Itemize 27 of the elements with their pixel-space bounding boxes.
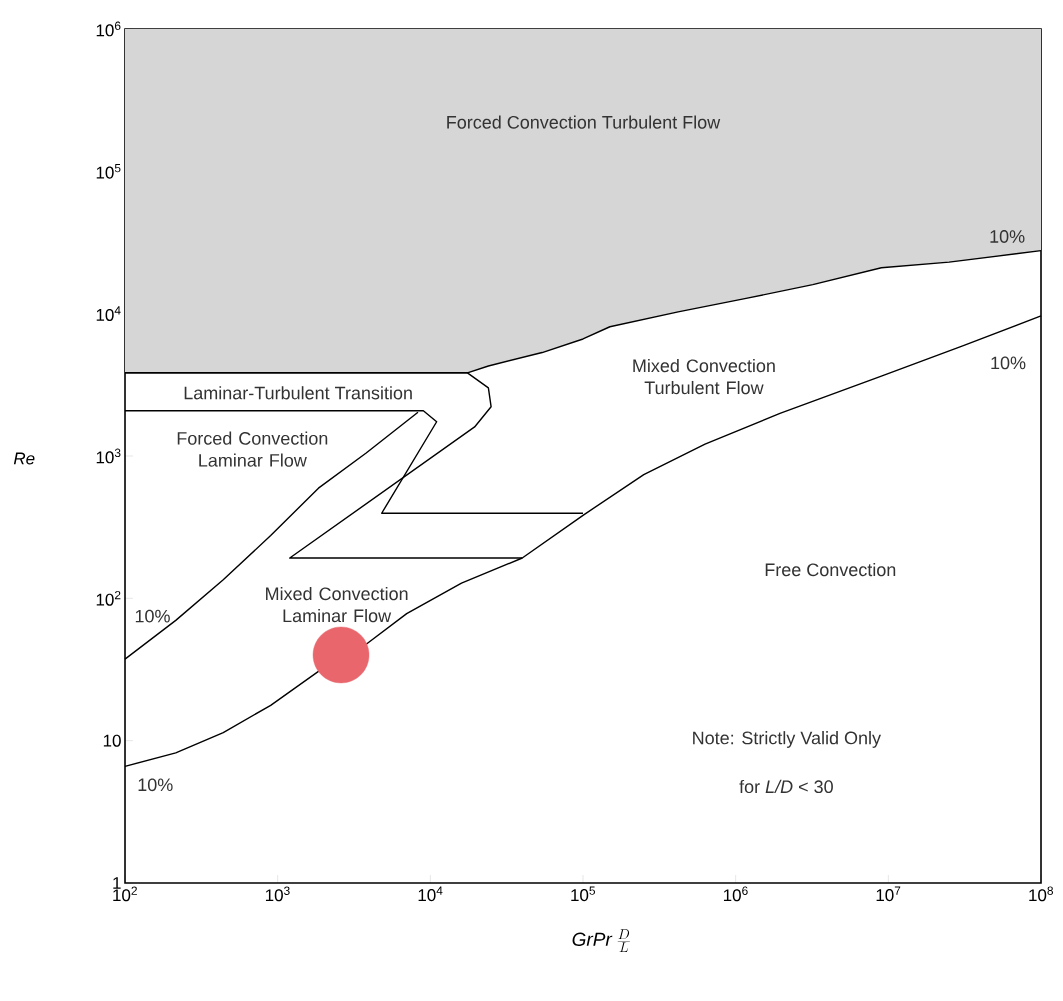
annotation: 10% <box>991 356 1026 370</box>
y-tick-label: 10$^{6}$ <box>96 21 121 37</box>
annotation: Laminar-Turbulent Transition <box>184 386 412 400</box>
annotation: Free Convection <box>765 562 896 577</box>
y-tick-label: 10$^{4}$ <box>96 306 121 321</box>
annotation: Forced Convection Turbulent Flow <box>447 115 721 129</box>
x-tick-label: 10$^{6}$ <box>723 886 748 902</box>
annotation: 10% <box>138 778 173 792</box>
y-tick-label: 10$^{2}$ <box>96 590 121 606</box>
annotation: Mixed Convection Turbulent Flow <box>633 358 775 395</box>
y-tick-label: 1 <box>113 877 121 889</box>
annotation: Forced Convection Laminar Flow <box>177 431 328 467</box>
x-axis-title: $\mathit{GrPr}\;\frac{D}{L}$ <box>572 929 630 952</box>
y-axis-title: Re <box>13 452 35 465</box>
x-tick-label: 10$^{3}$ <box>265 886 290 902</box>
annotation: Note: Strictly Valid Only <box>693 731 881 748</box>
x-tick-label: 10$^{4}$ <box>418 886 443 902</box>
annotation: Mixed Convection Laminar Flow <box>266 586 408 623</box>
annotation: 10% <box>990 230 1025 243</box>
annotation: 10% <box>135 609 170 623</box>
y-tick-label: 10 <box>103 734 121 747</box>
x-tick-label: 10$^{7}$ <box>876 886 901 902</box>
x-tick-label: 10$^{8}$ <box>1029 886 1053 902</box>
annotation: for L/D < 30 <box>739 779 833 794</box>
x-tick-label: 10$^{5}$ <box>571 886 596 902</box>
y-tick-label: 10$^{3}$ <box>96 448 121 464</box>
y-tick-label: 10$^{5}$ <box>96 164 121 179</box>
